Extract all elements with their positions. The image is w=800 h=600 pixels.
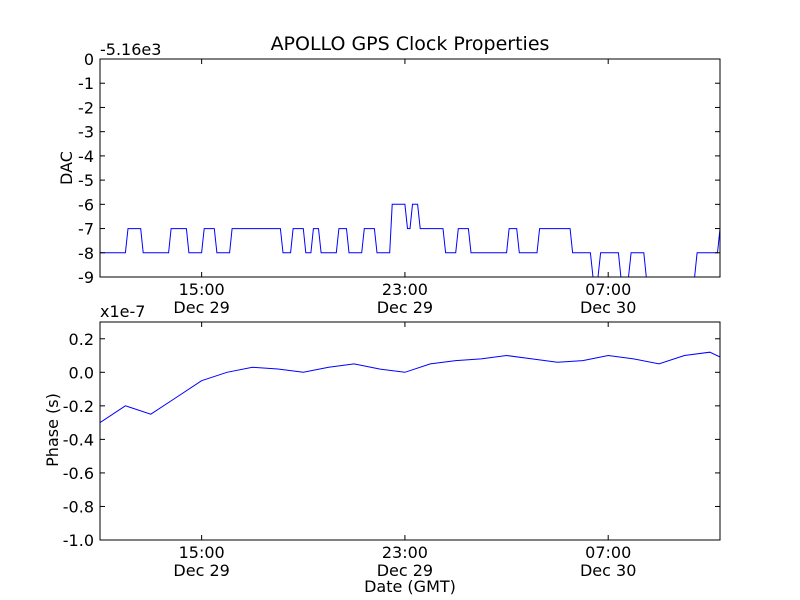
dac-y-tick-label: -5 (78, 171, 94, 190)
phase-x-tick-date: Dec 29 (173, 561, 229, 580)
dac-y-tick-label: -6 (78, 195, 94, 214)
dac-y-tick-label: -4 (78, 147, 94, 166)
phase-y-tick-label: 0.0 (69, 363, 94, 382)
phase-y-tick-label: -0.2 (63, 397, 94, 416)
dac-x-tick-time: 15:00 (179, 280, 225, 299)
dac-y-tick-label: -3 (78, 123, 94, 142)
phase-offset-label: x1e-7 (100, 302, 145, 321)
phase-y-tick-label: -1.0 (63, 531, 94, 550)
phase-y-tick-label: -0.4 (63, 430, 94, 449)
phase-y-axis-label: Phase (s) (43, 393, 62, 467)
dac-x-tick-date: Dec 29 (173, 298, 229, 317)
phase-series-line (100, 351, 720, 424)
dac-x-tick-date: Dec 29 (377, 298, 433, 317)
dac-panel: APOLLO GPS Clock Properties -5.16e3 DAC … (57, 33, 721, 317)
phase-plot-frame (99, 321, 721, 541)
phase-y-tick-label: 0.2 (69, 330, 94, 349)
phase-x-tick-time: 15:00 (179, 543, 225, 562)
phase-x-tick-date: Dec 30 (580, 561, 636, 580)
phase-panel: x1e-7 Phase (s) Date (GMT) 0.2 0.0 -0.2 -0.… (43, 302, 721, 596)
dac-y-tick-label: -9 (78, 268, 94, 287)
dac-x-tick-date: Dec 30 (580, 298, 636, 317)
phase-x-tick-time: 23:00 (382, 543, 428, 562)
phase-x-tick-date: Dec 29 (377, 561, 433, 580)
dac-y-tick-label: 0 (84, 50, 94, 69)
dac-x-tick-time: 23:00 (382, 280, 428, 299)
dac-series-line (100, 203, 720, 277)
phase-y-tick-label: -0.6 (63, 464, 94, 483)
chart-title: APOLLO GPS Clock Properties (271, 33, 550, 55)
dac-y-tick-label: -7 (78, 220, 94, 239)
dac-plot-frame (99, 58, 721, 278)
dac-offset-label: -5.16e3 (100, 40, 161, 59)
dac-y-tick-label: -1 (78, 74, 94, 93)
dac-y-tick-label: -8 (78, 244, 94, 263)
dac-x-tick-time: 07:00 (585, 280, 631, 299)
phase-x-tick-time: 07:00 (585, 543, 631, 562)
dac-y-tick-label: -2 (78, 98, 94, 117)
dac-y-axis-label: DAC (57, 151, 76, 185)
phase-x-axis-label: Date (GMT) (364, 577, 456, 596)
phase-y-tick-label: -0.8 (63, 497, 94, 516)
